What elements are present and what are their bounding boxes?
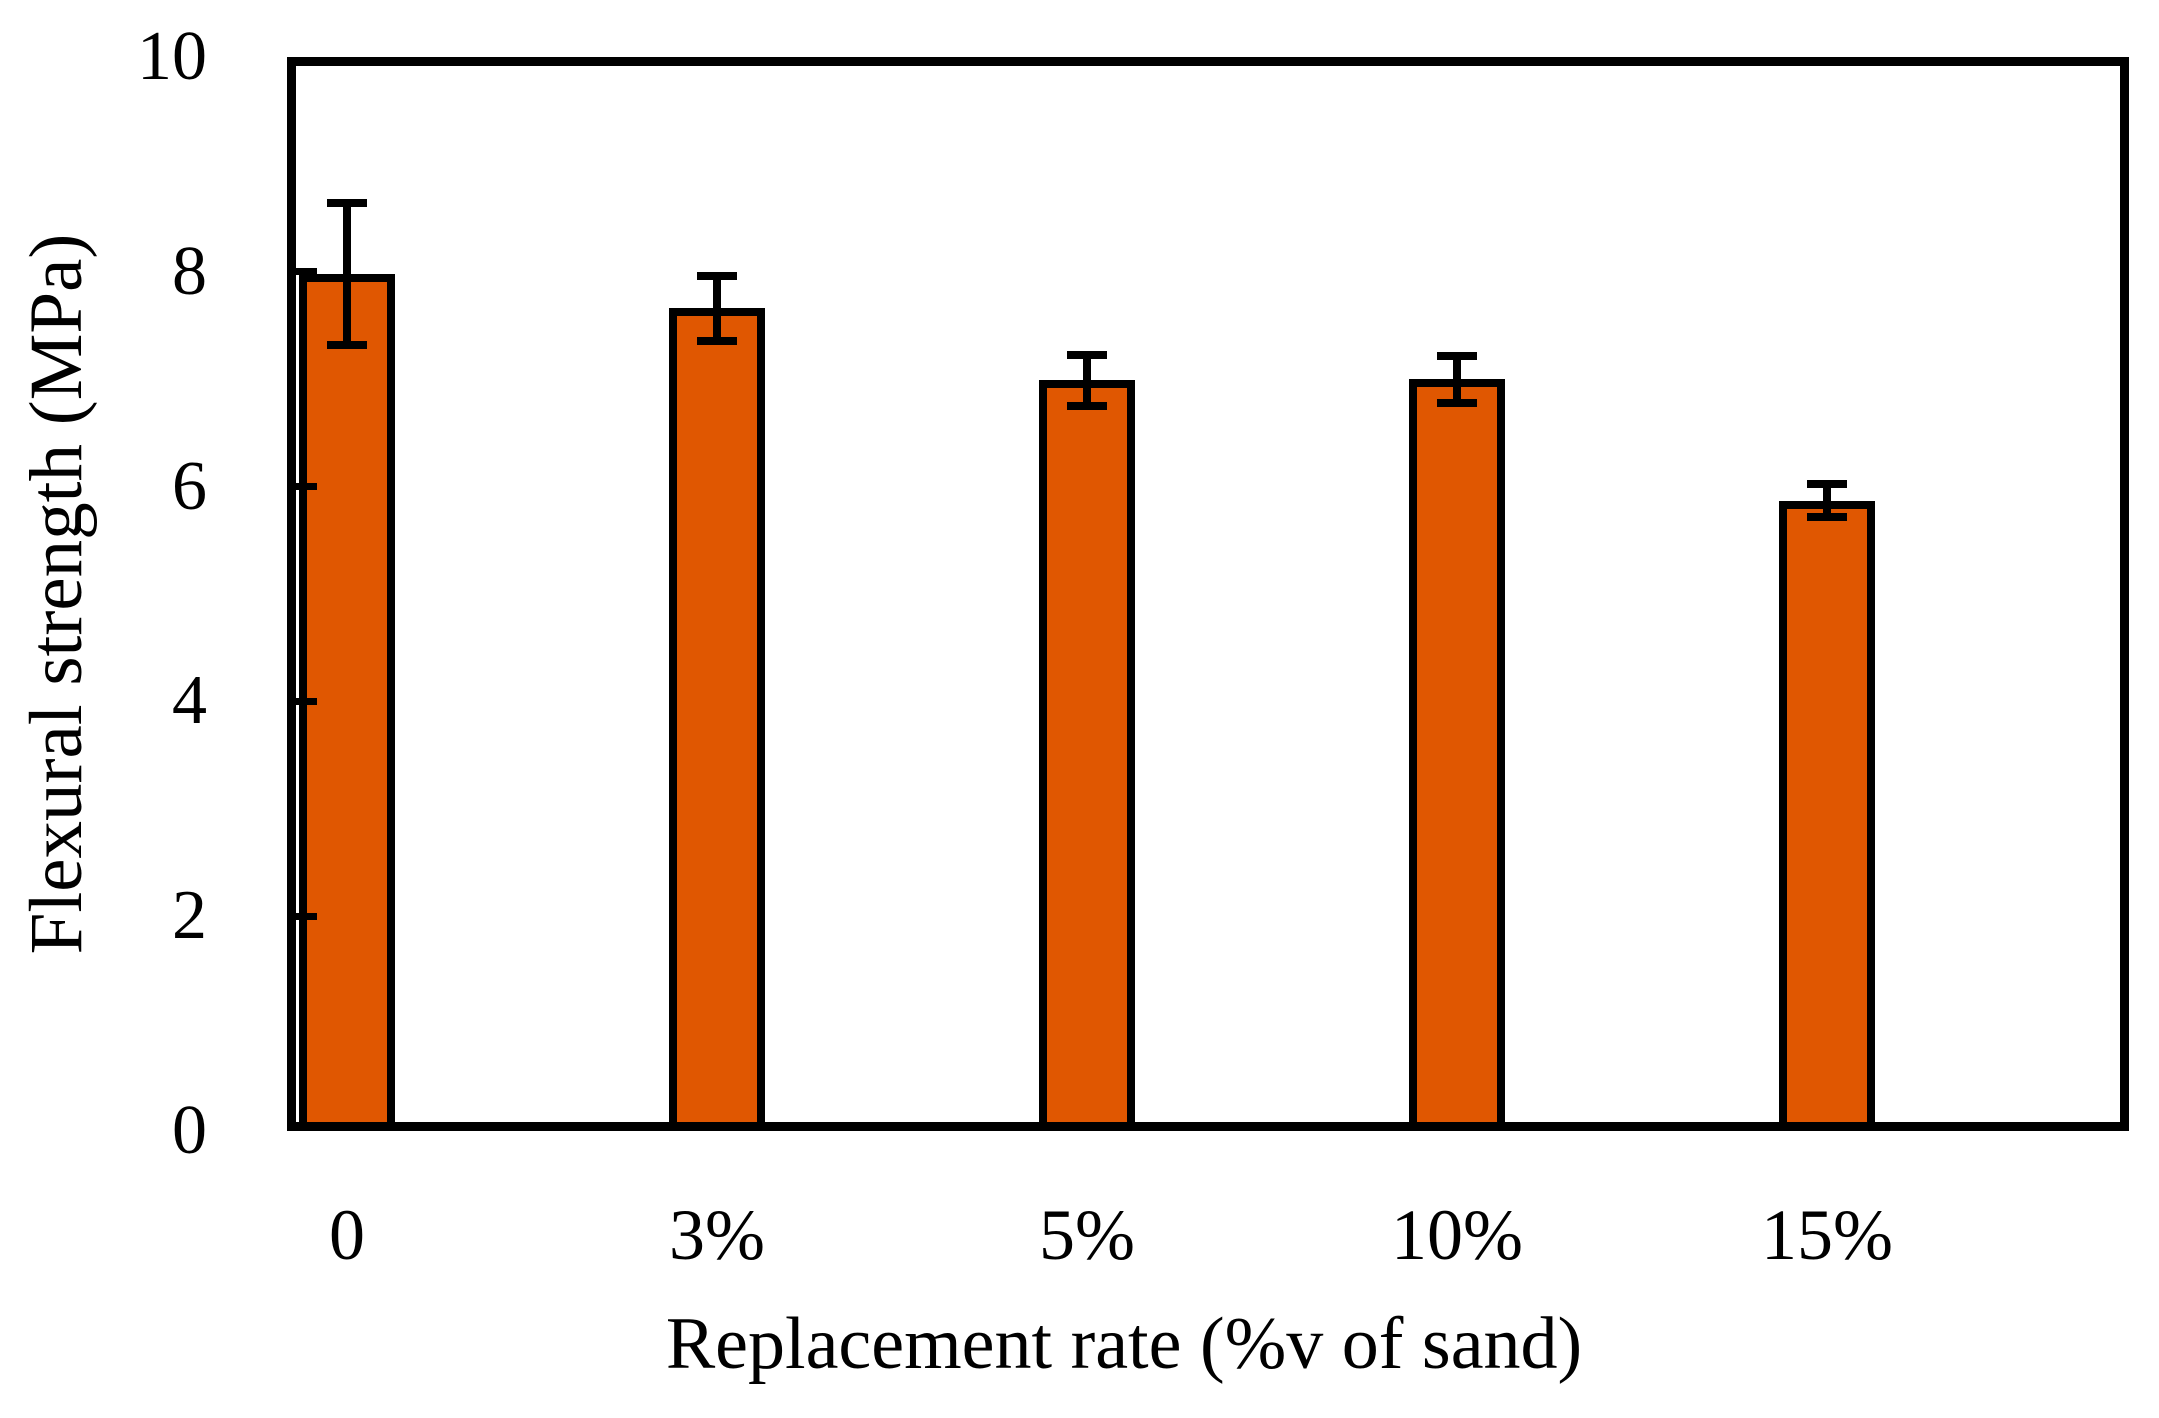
error-bar-cap-top bbox=[1807, 480, 1847, 489]
x-tick-label: 15% bbox=[1761, 1195, 1893, 1275]
y-tick-label: 10 bbox=[137, 18, 207, 95]
error-bar-line bbox=[1453, 355, 1461, 403]
error-bar-cap-top bbox=[697, 272, 737, 281]
error-bar-cap-top bbox=[1067, 350, 1107, 359]
bar-10pct bbox=[1409, 379, 1505, 1131]
error-bar-cap-bottom bbox=[697, 336, 737, 345]
x-tick-label: 0 bbox=[329, 1195, 365, 1275]
y-tick-label: 4 bbox=[172, 662, 207, 740]
error-bar-cap-top bbox=[327, 199, 367, 208]
y-axis-title: Flexural strength (MPa) bbox=[15, 233, 98, 955]
error-bar-line bbox=[713, 276, 721, 341]
y-axis-tick bbox=[287, 483, 317, 491]
error-bar-cap-bottom bbox=[327, 340, 367, 349]
error-bar-line bbox=[1083, 354, 1091, 407]
y-tick-label: 2 bbox=[172, 877, 207, 955]
error-bar-cap-bottom bbox=[1437, 398, 1477, 407]
error-bar-cap-bottom bbox=[1067, 402, 1107, 411]
y-tick-label: 8 bbox=[172, 232, 207, 310]
y-axis-tick bbox=[287, 697, 317, 705]
plot-area bbox=[287, 57, 2129, 1131]
x-tick-label: 10% bbox=[1391, 1195, 1523, 1275]
bar-5pct bbox=[1039, 380, 1135, 1131]
error-bar-line bbox=[343, 203, 351, 345]
x-tick-label: 5% bbox=[1039, 1195, 1135, 1275]
error-bar-cap-top bbox=[1437, 351, 1477, 360]
y-axis-tick bbox=[287, 912, 317, 920]
error-bar-line bbox=[1823, 484, 1831, 517]
bar-15pct bbox=[1779, 500, 1875, 1131]
error-bar-cap-bottom bbox=[1807, 512, 1847, 521]
y-tick-label: 6 bbox=[172, 447, 207, 525]
x-tick-label: 3% bbox=[669, 1195, 765, 1275]
y-tick-label: 0 bbox=[172, 1092, 207, 1169]
x-axis-title: Replacement rate (%v of sand) bbox=[665, 1303, 1583, 1385]
bar-3pct bbox=[669, 308, 765, 1131]
y-axis-tick bbox=[287, 268, 317, 276]
